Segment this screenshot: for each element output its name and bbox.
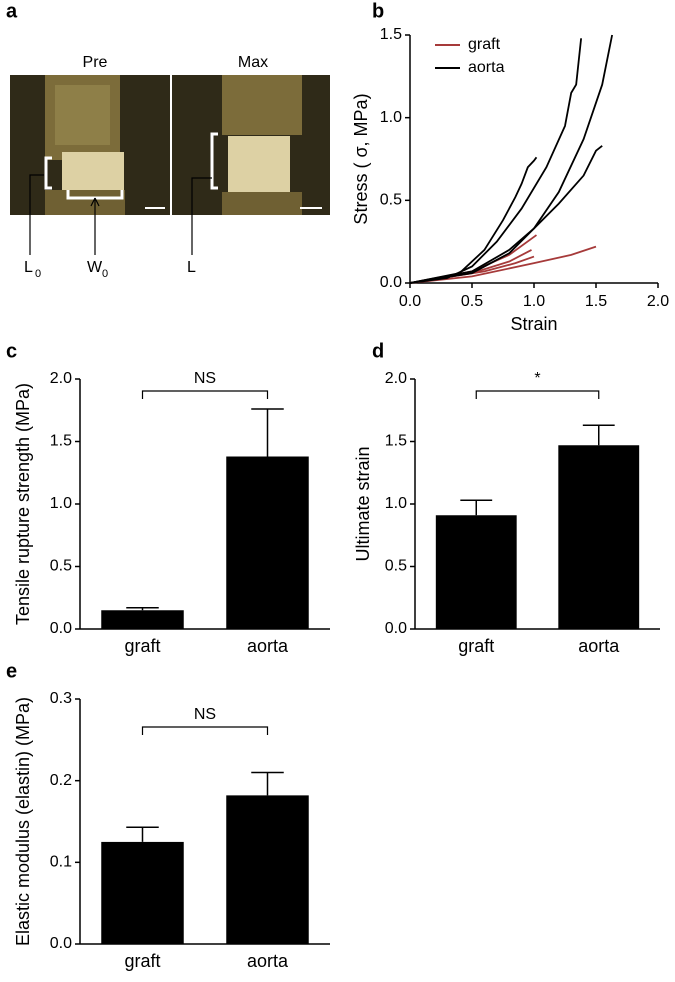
label-leaders [29, 174, 212, 255]
y-tick-label: 0.5 [50, 558, 72, 575]
y-tick-label: 1.5 [50, 433, 72, 450]
y-tick-label: 1.0 [385, 495, 407, 512]
curve [409, 245, 597, 284]
x-tick-label: 2.0 [647, 293, 669, 310]
significance-label: NS [194, 706, 216, 723]
x-tick-label: graft [458, 636, 494, 656]
x-tick-label: 0.0 [399, 293, 421, 310]
photo-label: L [187, 259, 196, 276]
y-tick-label: 1.5 [380, 26, 402, 43]
y-tick-label: 0.5 [385, 558, 407, 575]
y-axis-label: Elastic modulus (elastin) (MPa) [13, 697, 33, 946]
photo-label: L [24, 259, 33, 276]
y-tick-label: 0.1 [50, 854, 72, 871]
error-bar [460, 499, 493, 516]
bar [101, 610, 184, 629]
x-tick-label: 1.0 [523, 293, 545, 310]
y-tick-label: 0.5 [380, 192, 402, 209]
x-tick-label: graft [124, 951, 160, 971]
y-axis-label: Stress ( σ, MPa) [351, 93, 371, 224]
bar [101, 841, 184, 944]
x-tick-label: 1.5 [585, 293, 607, 310]
y-tick-label: 0.0 [50, 620, 72, 637]
significance-bracket [475, 390, 600, 399]
panel-label: c [6, 340, 17, 362]
panel-label: d [372, 340, 384, 362]
error-bar [251, 408, 284, 457]
x-tick-label: aorta [578, 636, 620, 656]
y-tick-label: 2.0 [50, 370, 72, 387]
bar [226, 456, 309, 629]
photo-label-sub: 0 [35, 268, 41, 280]
x-axis-label: Strain [510, 314, 557, 334]
significance-bracket [141, 726, 269, 735]
y-tick-label: 0.2 [50, 772, 72, 789]
x-tick-label: aorta [247, 636, 289, 656]
legend-label: aorta [468, 59, 505, 76]
y-axis-label: Tensile rupture strength (MPa) [13, 383, 33, 625]
photo-label: W [87, 259, 103, 276]
bar [558, 445, 640, 629]
y-tick-label: 1.0 [50, 495, 72, 512]
y-tick-label: 0.0 [380, 274, 402, 291]
y-tick-label: 0.3 [50, 690, 72, 707]
y-tick-label: 2.0 [385, 370, 407, 387]
x-tick-label: graft [124, 636, 160, 656]
error-bar [251, 771, 284, 796]
legend-label: graft [468, 36, 501, 53]
error-bar [126, 607, 159, 611]
photo-label-sub: 0 [102, 268, 108, 280]
significance-label: NS [194, 370, 216, 387]
photo-max [172, 75, 330, 215]
y-tick-label: 1.5 [385, 433, 407, 450]
bar [435, 515, 517, 629]
significance-bracket [141, 390, 269, 399]
x-tick-label: 0.5 [461, 293, 483, 310]
panel-label: b [372, 0, 384, 22]
image-title: Pre [83, 54, 108, 71]
y-tick-label: 0.0 [50, 935, 72, 952]
y-axis-label: Ultimate strain [353, 446, 373, 561]
bar [226, 795, 309, 944]
significance-label: * [534, 370, 540, 387]
y-tick-label: 0.0 [385, 620, 407, 637]
curve [409, 34, 614, 284]
error-bar [126, 826, 159, 842]
y-tick-label: 1.0 [380, 109, 402, 126]
image-title: Max [238, 54, 268, 71]
x-tick-label: aorta [247, 951, 289, 971]
panel-label: a [6, 0, 18, 22]
error-bar [582, 424, 615, 446]
curve [409, 156, 538, 284]
photo-pre [10, 75, 170, 215]
curve [409, 145, 603, 284]
panel-label: e [6, 660, 17, 682]
